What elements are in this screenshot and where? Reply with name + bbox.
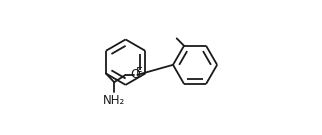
Text: NH₂: NH₂ [102,94,125,107]
Text: O: O [131,68,140,81]
Text: F: F [136,66,143,79]
